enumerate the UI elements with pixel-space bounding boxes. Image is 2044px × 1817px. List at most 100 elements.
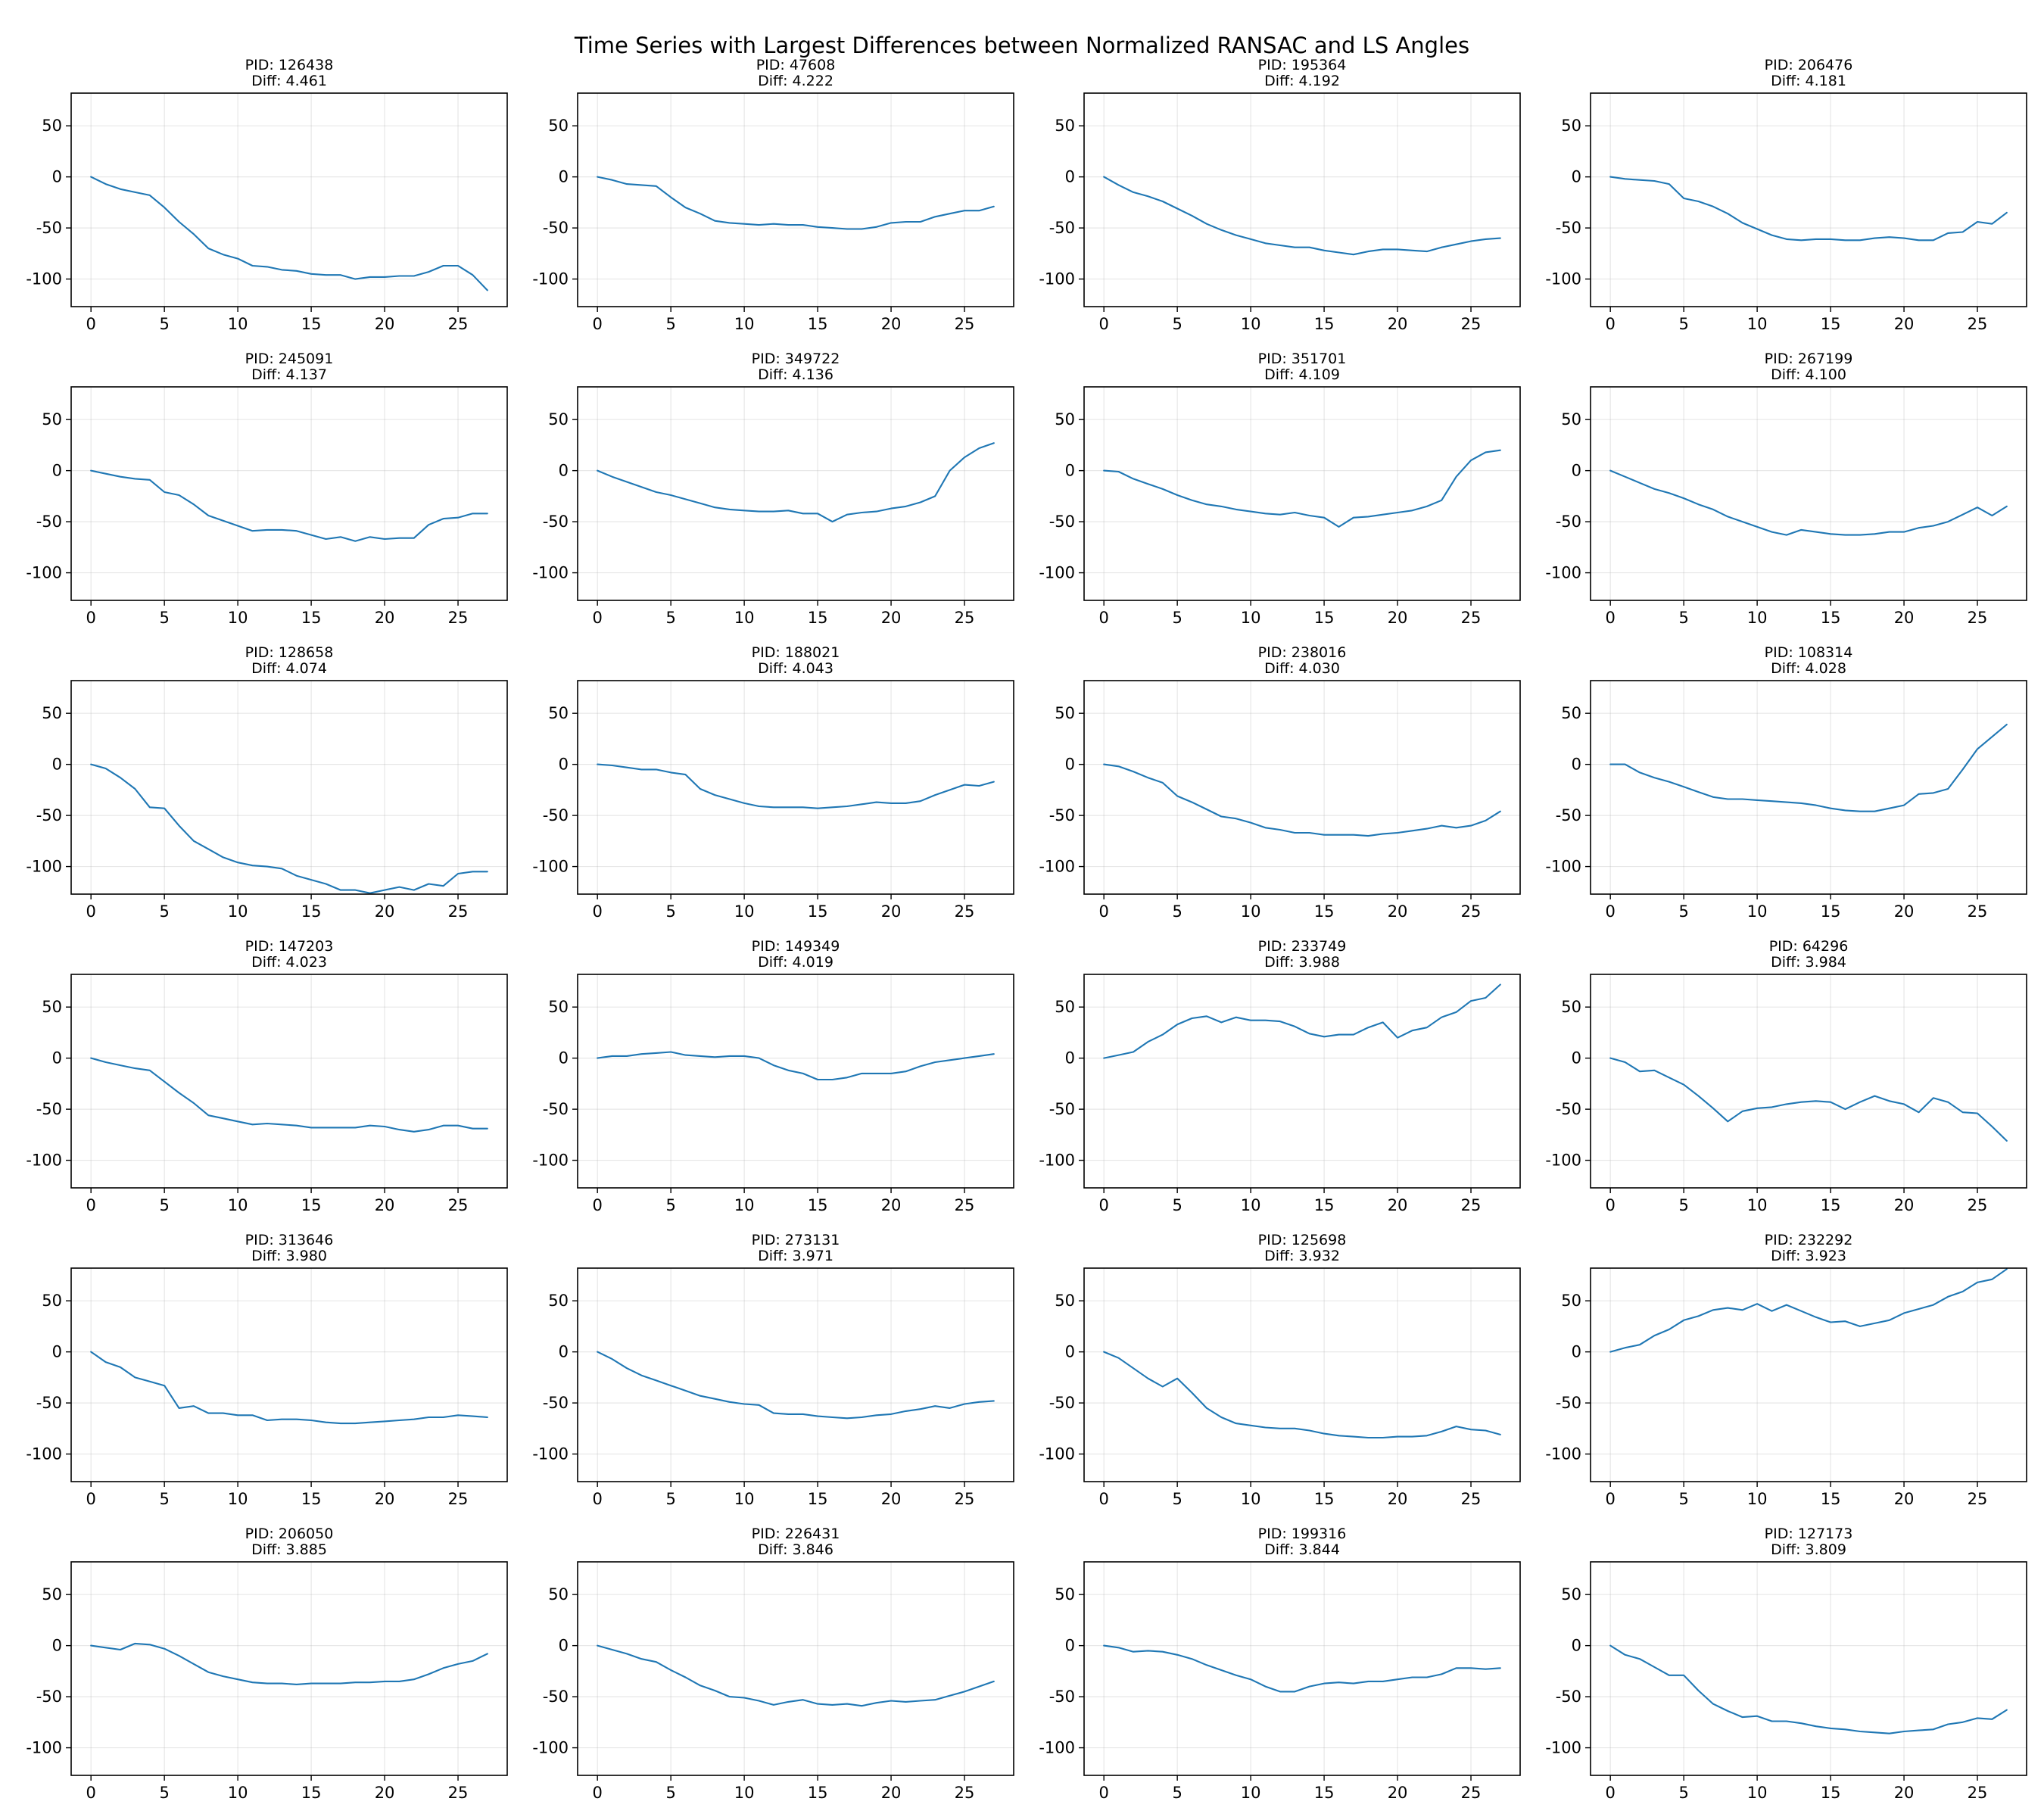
subplot-pid-title: PID: 351701: [1258, 351, 1347, 367]
x-tick-label: 25: [1968, 1784, 1988, 1802]
x-tick-label: 10: [734, 1196, 755, 1214]
y-tick-label: 50: [1561, 1585, 1581, 1604]
x-tick-label: 25: [955, 902, 975, 921]
subplot-pid-title: PID: 128658: [245, 644, 334, 661]
subplot-diff-title: Diff: 4.030: [1264, 660, 1340, 677]
plot-frame: [70, 1561, 508, 1776]
x-tick-label: 10: [1747, 1490, 1768, 1508]
y-tick-label: 0: [559, 1049, 569, 1067]
x-tick-label: 25: [955, 1490, 975, 1508]
y-tick-label: 0: [52, 1637, 62, 1655]
y-tick-label: 50: [42, 1585, 62, 1604]
x-tick-label: 10: [228, 1784, 248, 1802]
subplot-pid-title: PID: 273131: [752, 1232, 840, 1248]
x-tick-label: 0: [592, 1196, 602, 1214]
y-tick-label: -50: [1556, 806, 1581, 824]
x-tick-label: 0: [86, 315, 95, 333]
x-tick-label: 15: [1821, 609, 1841, 627]
y-tick-label: 0: [559, 462, 569, 480]
x-tick-label: 10: [228, 315, 248, 333]
y-tick-label: 50: [42, 998, 62, 1016]
x-tick-label: 25: [448, 1490, 469, 1508]
x-tick-label: 15: [1821, 1196, 1841, 1214]
y-tick-label: 50: [1055, 1585, 1075, 1604]
subplot-diff-title: Diff: 3.988: [1264, 954, 1340, 971]
y-tick-label: 0: [559, 1343, 569, 1361]
x-tick-label: 20: [1894, 902, 1915, 921]
subplot-pid-title: PID: 64296: [1769, 938, 1849, 955]
subplot-pid-title: PID: 245091: [245, 351, 334, 367]
y-tick-label: -100: [1545, 1445, 1581, 1463]
x-tick-label: 15: [1821, 315, 1841, 333]
series-line: [90, 1642, 488, 1685]
series-line: [1609, 1644, 2008, 1734]
y-tick-label: -100: [1039, 270, 1075, 288]
x-tick-label: 10: [1241, 902, 1261, 921]
series-line: [597, 1051, 995, 1081]
series-line: [597, 1351, 995, 1420]
subplot-diff-title: Diff: 4.222: [758, 73, 833, 89]
subplot-pid-title: PID: 125698: [1258, 1232, 1347, 1248]
x-tick-label: 5: [1678, 1196, 1688, 1214]
subplot-diff-title: Diff: 4.074: [251, 660, 327, 677]
plot-frame: [1083, 680, 1521, 895]
subplot-diff-title: Diff: 4.043: [758, 660, 833, 677]
x-tick-label: 5: [1172, 1784, 1182, 1802]
x-tick-label: 15: [1821, 902, 1841, 921]
x-tick-label: 25: [955, 1784, 975, 1802]
y-tick-label: 0: [1065, 168, 1075, 186]
subplot-diff-title: Diff: 4.136: [758, 366, 833, 383]
x-tick-label: 20: [881, 902, 902, 921]
x-tick-label: 10: [734, 315, 755, 333]
plot-frame: [70, 386, 508, 601]
x-tick-label: 0: [1605, 902, 1615, 921]
y-tick-label: -100: [1545, 564, 1581, 582]
y-tick-label: -50: [543, 219, 569, 237]
x-tick-label: 20: [1388, 902, 1408, 921]
x-tick-label: 5: [159, 902, 169, 921]
series-line: [1609, 1057, 2008, 1142]
x-tick-label: 15: [1314, 315, 1335, 333]
subplot-pid-title: PID: 238016: [1258, 644, 1347, 661]
y-tick-label: 0: [52, 462, 62, 480]
y-tick-label: 50: [548, 704, 569, 722]
subplot-pid-title: PID: 47608: [756, 57, 836, 73]
y-tick-label: 0: [1572, 1343, 1581, 1361]
y-tick-label: -50: [543, 513, 569, 531]
series-line: [1103, 1351, 1501, 1439]
x-tick-label: 10: [1241, 1196, 1261, 1214]
x-tick-label: 10: [228, 609, 248, 627]
x-tick-label: 10: [1241, 1784, 1261, 1802]
x-tick-label: 15: [1314, 1196, 1335, 1214]
x-tick-label: 10: [1747, 315, 1768, 333]
y-tick-label: -50: [1556, 1394, 1581, 1412]
subplot-diff-title: Diff: 3.809: [1771, 1541, 1846, 1558]
y-tick-label: 0: [559, 1637, 569, 1655]
y-tick-label: 0: [52, 756, 62, 774]
y-tick-label: -100: [1039, 1445, 1075, 1463]
x-tick-label: 15: [1821, 1784, 1841, 1802]
x-tick-label: 10: [228, 1490, 248, 1508]
x-tick-label: 15: [301, 1490, 322, 1508]
series-line: [1609, 469, 2008, 536]
x-tick-label: 5: [1172, 1196, 1182, 1214]
x-tick-label: 15: [301, 315, 322, 333]
subplot-pid-title: PID: 313646: [245, 1232, 334, 1248]
subplot-diff-title: Diff: 4.023: [251, 954, 327, 971]
x-tick-label: 10: [734, 1784, 755, 1802]
x-tick-label: 20: [375, 1784, 395, 1802]
x-tick-label: 5: [1172, 315, 1182, 333]
x-tick-label: 0: [1605, 1784, 1615, 1802]
y-tick-label: -100: [1039, 1739, 1075, 1757]
x-tick-label: 25: [1461, 1784, 1482, 1802]
x-tick-label: 0: [592, 315, 602, 333]
y-tick-label: -50: [1049, 1100, 1075, 1118]
series-line: [90, 1057, 488, 1133]
